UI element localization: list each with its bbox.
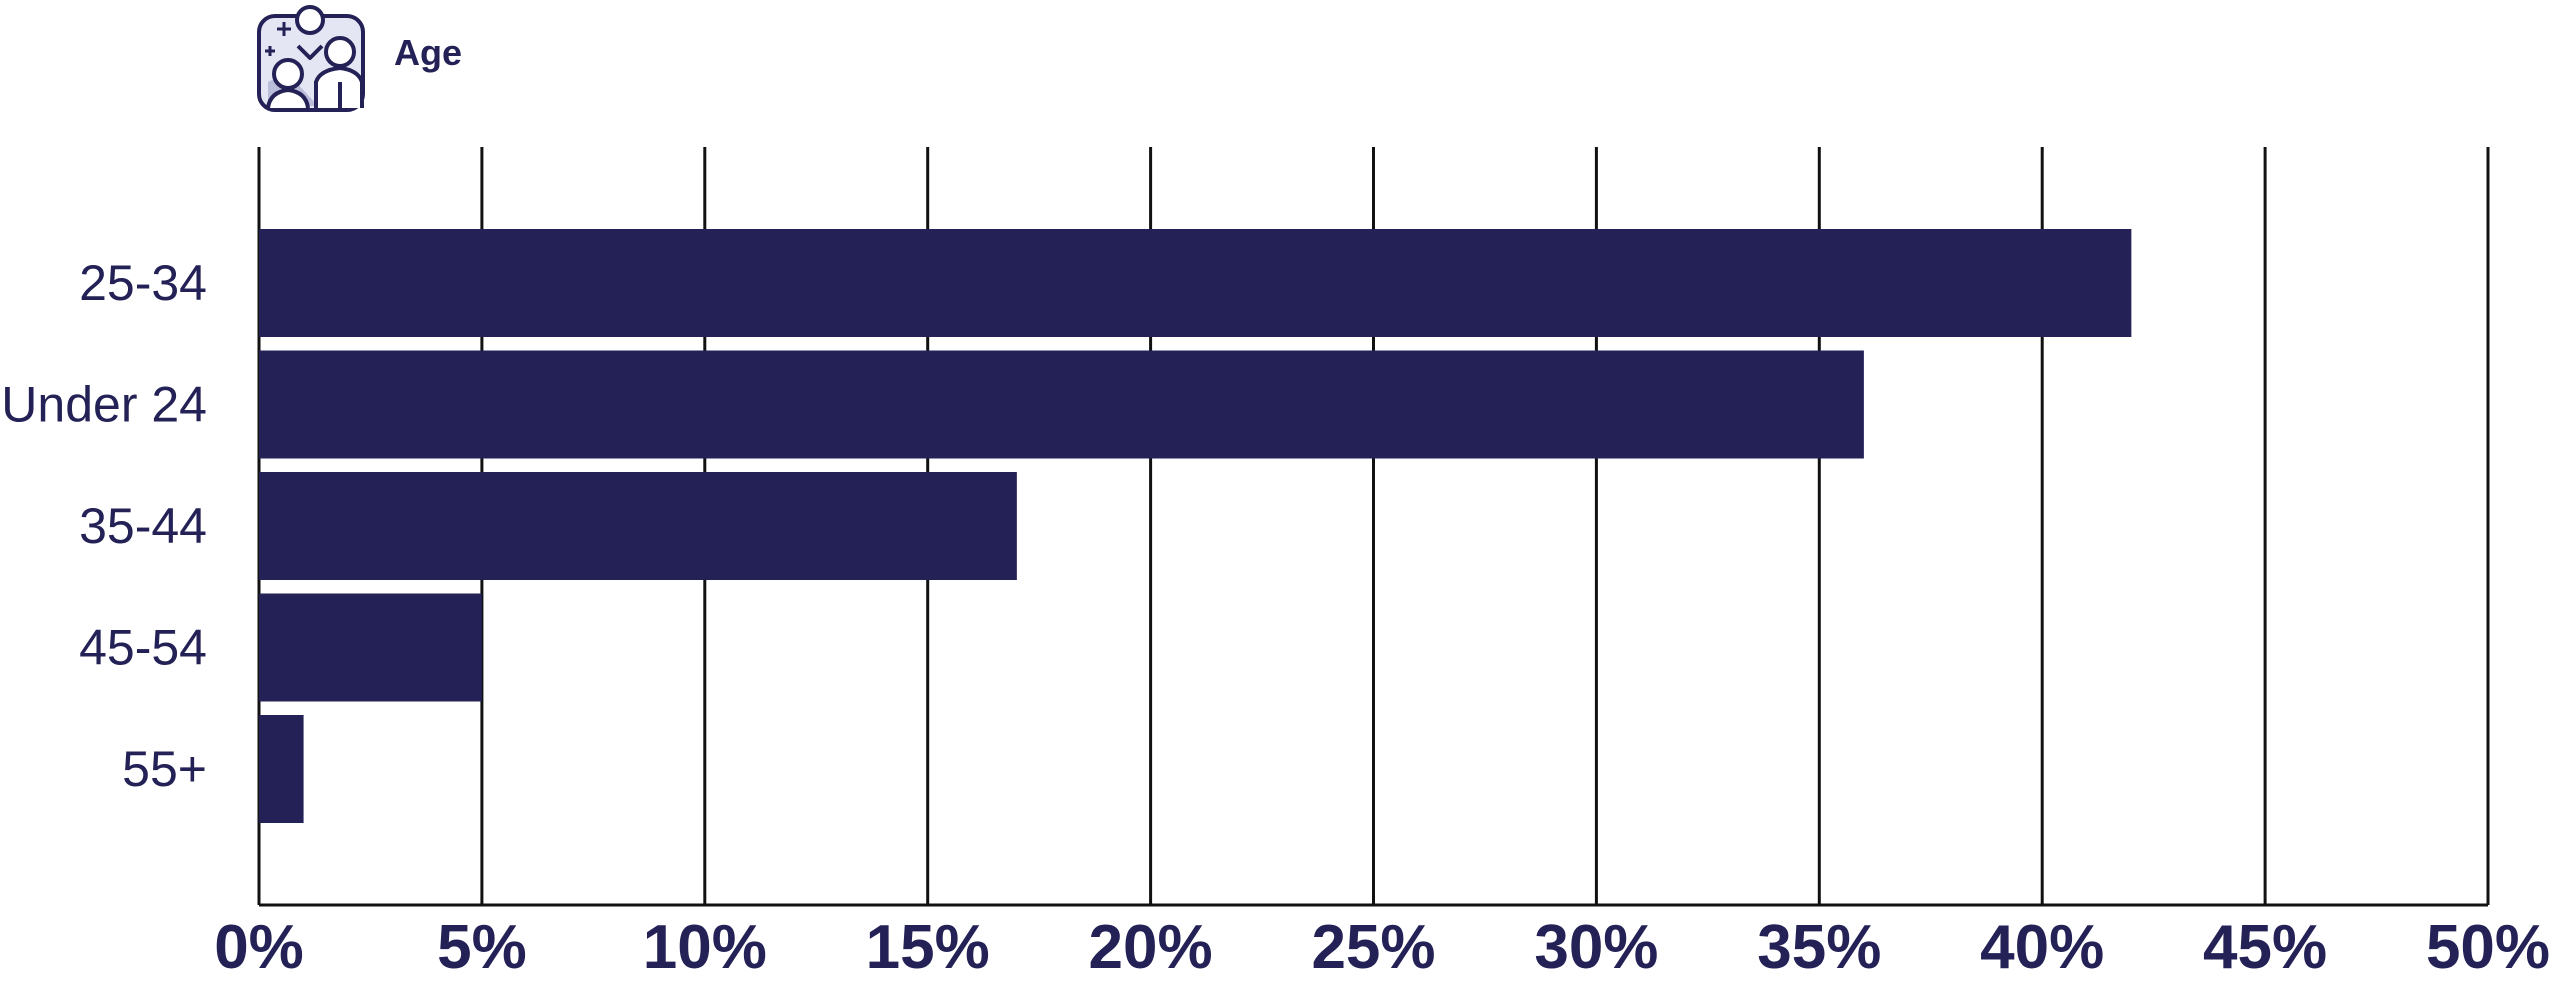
x-tick-label: 50% (2426, 913, 2550, 982)
chart-title: Age (394, 31, 463, 73)
bar-3 (259, 472, 1017, 580)
x-tick-label: 5% (437, 913, 527, 982)
x-tick-label: 15% (866, 913, 990, 982)
category-label: 55+ (122, 741, 207, 797)
chart-header: Age (256, 0, 462, 115)
x-tick-label: 10% (643, 913, 767, 982)
category-label: 45-54 (79, 620, 207, 676)
people-group-icon (257, 4, 365, 112)
bar-1 (259, 229, 2132, 337)
bar-2 (259, 350, 1864, 459)
x-tick-label: 35% (1757, 913, 1881, 982)
x-tick-label: 30% (1534, 913, 1658, 982)
bar-5 (259, 715, 304, 823)
category-label: 35-44 (79, 498, 207, 554)
x-tick-label: 25% (1311, 913, 1435, 982)
bars (259, 229, 2132, 823)
x-tick-label: 20% (1089, 913, 1213, 982)
x-tick-labels: 0% 5% 10% 15% 20% 25% 30% 35% 40% 45% 50% (214, 913, 2550, 982)
x-tick-label: 40% (1980, 913, 2104, 982)
x-tick-label: 0% (214, 913, 304, 982)
category-label: 25-34 (79, 255, 207, 311)
category-label: Under 24 (1, 377, 207, 433)
bar-4 (259, 593, 482, 702)
category-labels: 25-34 Under 24 35-44 45-54 55+ (1, 255, 207, 797)
x-tick-label: 45% (2203, 913, 2327, 982)
